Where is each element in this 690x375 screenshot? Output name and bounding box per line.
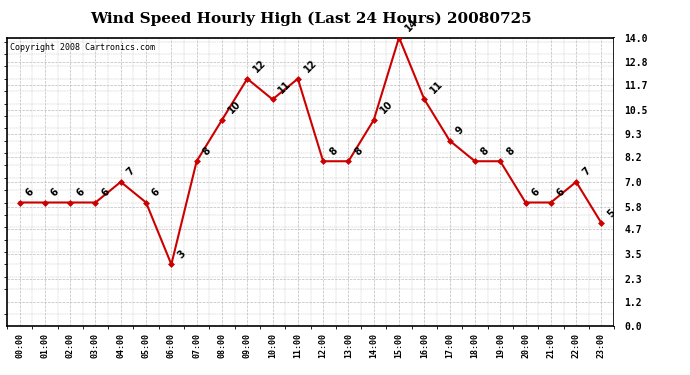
Text: 12: 12 [302,58,319,75]
Text: 6: 6 [555,186,567,198]
Text: 11: 11 [428,79,445,95]
Text: 14: 14 [403,17,420,33]
Text: 6: 6 [530,186,542,198]
Text: 8: 8 [479,145,491,157]
Text: Copyright 2008 Cartronics.com: Copyright 2008 Cartronics.com [10,43,155,52]
Text: 6: 6 [49,186,61,198]
Text: 5: 5 [606,207,618,219]
Text: Wind Speed Hourly High (Last 24 Hours) 20080725: Wind Speed Hourly High (Last 24 Hours) 2… [90,11,531,26]
Text: 6: 6 [23,186,36,198]
Text: 8: 8 [201,145,213,157]
Text: 3: 3 [175,248,188,260]
Text: 7: 7 [125,166,137,178]
Text: 7: 7 [580,166,592,178]
Text: 6: 6 [99,186,112,198]
Text: 6: 6 [150,186,162,198]
Text: 6: 6 [75,186,86,198]
Text: 9: 9 [454,124,466,136]
Text: 8: 8 [353,145,364,157]
Text: 8: 8 [504,145,516,157]
Text: 11: 11 [277,79,293,95]
Text: 10: 10 [226,99,243,116]
Text: 8: 8 [327,145,339,157]
Text: 12: 12 [251,58,268,75]
Text: 10: 10 [378,99,395,116]
